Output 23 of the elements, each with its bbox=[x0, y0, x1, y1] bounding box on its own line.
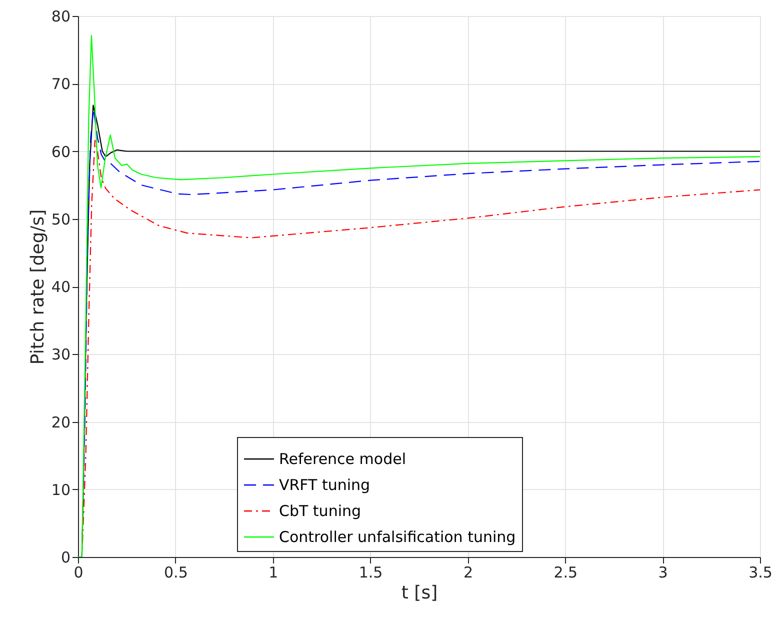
x-tick-label: 1.5 bbox=[358, 564, 383, 582]
legend-label: VRFT tuning bbox=[279, 476, 370, 494]
x-tick-label: 0.5 bbox=[164, 564, 188, 582]
legend-label: Reference model bbox=[279, 450, 406, 468]
legend-label: CbT tuning bbox=[279, 502, 362, 520]
x-axis-title: t [s] bbox=[401, 582, 438, 604]
y-tick-label: 40 bbox=[51, 278, 70, 296]
y-tick-label: 20 bbox=[51, 413, 70, 432]
x-tick-label: 1 bbox=[268, 564, 278, 582]
x-tick-label: 2.5 bbox=[554, 564, 578, 582]
x-tick-label: 0 bbox=[74, 564, 84, 582]
legend-label: Controller unfalsification tuning bbox=[279, 528, 516, 546]
x-tick-label: 2 bbox=[463, 564, 473, 582]
y-tick-label: 80 bbox=[51, 8, 70, 26]
x-tick-label: 3.5 bbox=[748, 564, 772, 582]
x-tick-label: 3 bbox=[658, 564, 668, 582]
y-tick-label: 30 bbox=[51, 346, 70, 364]
y-tick-label: 60 bbox=[51, 142, 70, 161]
y-tick-label: 70 bbox=[51, 75, 70, 94]
y-tick-label: 0 bbox=[60, 548, 70, 566]
y-tick-label: 10 bbox=[51, 480, 70, 499]
y-tick-label: 50 bbox=[51, 210, 70, 228]
y-axis-title: Pitch rate [deg/s] bbox=[27, 209, 48, 365]
